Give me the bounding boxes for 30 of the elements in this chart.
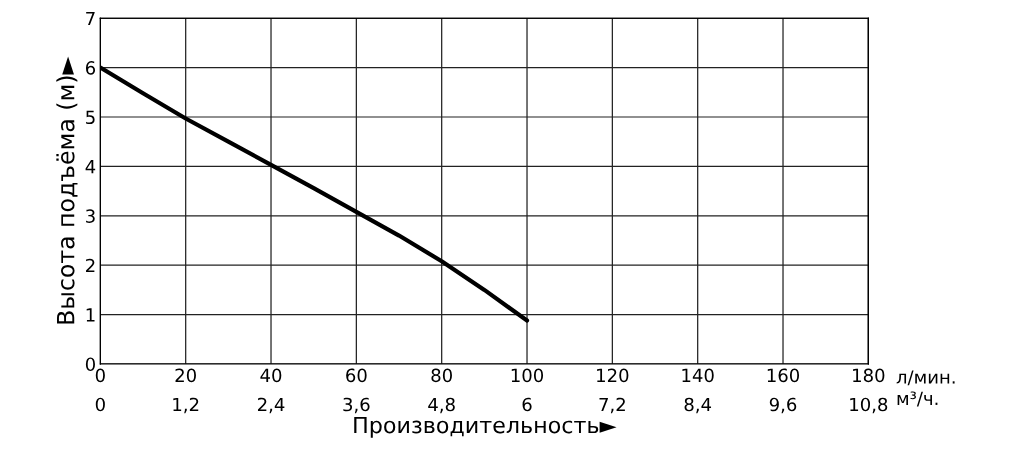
y-axis-title: Высота подъёма (м)► <box>56 56 78 324</box>
x2-tick-label: 8,4 <box>684 397 712 414</box>
x-tick-label: 180 <box>853 368 885 383</box>
x-tick-label: 80 <box>431 368 452 383</box>
y-tick-label: 6 <box>85 61 96 75</box>
x-tick-label: 20 <box>175 368 196 383</box>
x2-tick-label: 1,2 <box>173 397 199 414</box>
y-tick-label: 3 <box>86 209 95 223</box>
x-axis-title: Производительность► <box>354 416 617 438</box>
x2-tick-label: 3,6 <box>343 397 370 414</box>
y-tick-label: 2 <box>86 258 95 273</box>
x2-tick-label: 10,8 <box>850 397 888 414</box>
text: м³/ч. <box>897 391 938 407</box>
x-tick-label: 60 <box>346 368 367 383</box>
x-tick-label: 100 <box>511 368 544 383</box>
y-tick-label: 5 <box>86 110 95 125</box>
x-tick-label: 140 <box>682 368 714 383</box>
x-tick-label: 160 <box>767 368 800 383</box>
text: л/мин. <box>896 370 955 386</box>
x-tick-label: 40 <box>260 368 282 383</box>
x-tick-label: 120 <box>597 368 629 383</box>
y-tick-label: 1 <box>86 308 95 322</box>
y-tick-label: 7 <box>86 11 95 26</box>
y-tick-label: 4 <box>85 160 96 174</box>
x2-tick-label: 6 <box>522 397 532 412</box>
x2-tick-label: 4,8 <box>428 397 455 414</box>
x2-tick-label: 9,6 <box>769 397 797 414</box>
x2-tick-label: 7,2 <box>599 397 625 414</box>
y-tick-label: 0 <box>85 357 95 372</box>
x2-tick-label: 2,4 <box>257 397 285 414</box>
